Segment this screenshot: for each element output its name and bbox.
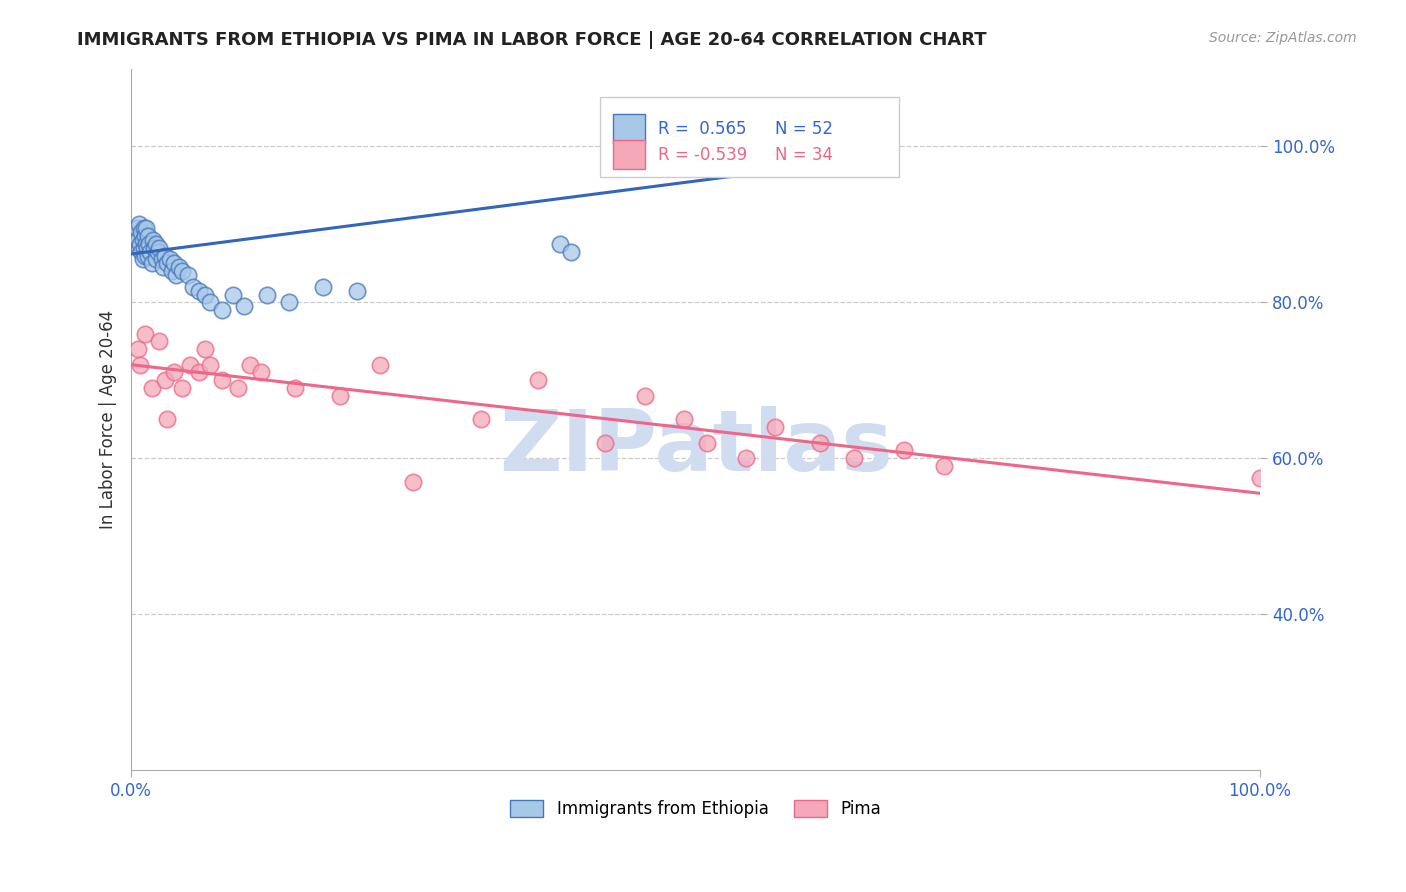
- Point: [156, 412, 179, 426]
- Point: [148, 241, 170, 255]
- Point: [595, 435, 617, 450]
- Point: [127, 342, 149, 356]
- Point: [131, 225, 153, 239]
- Point: [696, 435, 718, 450]
- Point: [256, 287, 278, 301]
- Point: [188, 284, 211, 298]
- Text: N = 52: N = 52: [775, 120, 832, 138]
- Point: [136, 241, 159, 255]
- Point: [735, 451, 758, 466]
- Point: [131, 233, 153, 247]
- Text: Source: ZipAtlas.com: Source: ZipAtlas.com: [1209, 31, 1357, 45]
- Point: [176, 268, 198, 282]
- Point: [167, 260, 190, 275]
- Point: [183, 279, 205, 293]
- Point: [141, 256, 163, 270]
- Point: [200, 295, 222, 310]
- Point: [163, 256, 186, 270]
- Point: [194, 287, 217, 301]
- Point: [128, 218, 150, 232]
- Point: [329, 389, 352, 403]
- Point: [312, 279, 335, 293]
- Point: [233, 299, 256, 313]
- Point: [148, 334, 170, 349]
- Point: [673, 412, 696, 426]
- Point: [763, 420, 786, 434]
- Point: [163, 366, 186, 380]
- Y-axis label: In Labor Force | Age 20-64: In Labor Force | Age 20-64: [100, 310, 117, 529]
- Point: [127, 233, 149, 247]
- Point: [134, 229, 156, 244]
- Point: [200, 358, 222, 372]
- Point: [150, 252, 173, 267]
- Point: [145, 252, 167, 267]
- Point: [128, 241, 150, 255]
- Point: [132, 221, 155, 235]
- Point: [170, 381, 193, 395]
- Point: [152, 260, 174, 275]
- Point: [165, 268, 187, 282]
- Text: ZIPatlas: ZIPatlas: [499, 406, 893, 489]
- Point: [188, 366, 211, 380]
- Point: [893, 443, 915, 458]
- Point: [194, 342, 217, 356]
- FancyBboxPatch shape: [600, 96, 898, 178]
- Text: R = -0.539: R = -0.539: [658, 145, 748, 163]
- Point: [239, 358, 262, 372]
- Bar: [613, 114, 645, 144]
- Point: [211, 373, 233, 387]
- Point: [142, 241, 165, 255]
- Point: [470, 412, 492, 426]
- Point: [142, 233, 165, 247]
- Point: [808, 435, 831, 450]
- Point: [134, 326, 156, 341]
- Point: [139, 244, 162, 259]
- Point: [346, 284, 368, 298]
- Point: [278, 295, 301, 310]
- Point: [125, 229, 148, 244]
- Text: IMMIGRANTS FROM ETHIOPIA VS PIMA IN LABOR FORCE | AGE 20-64 CORRELATION CHART: IMMIGRANTS FROM ETHIOPIA VS PIMA IN LABO…: [77, 31, 987, 49]
- Point: [179, 358, 201, 372]
- Point: [153, 249, 176, 263]
- Bar: [613, 140, 645, 169]
- Point: [125, 221, 148, 235]
- Legend: Immigrants from Ethiopia, Pima: Immigrants from Ethiopia, Pima: [503, 793, 887, 825]
- Point: [160, 264, 183, 278]
- Point: [211, 303, 233, 318]
- Point: [135, 221, 157, 235]
- Point: [134, 249, 156, 263]
- Point: [634, 389, 657, 403]
- Point: [135, 236, 157, 251]
- Point: [228, 381, 250, 395]
- Point: [250, 366, 273, 380]
- Point: [284, 381, 307, 395]
- Point: [136, 249, 159, 263]
- Point: [145, 236, 167, 251]
- Point: [842, 451, 865, 466]
- Point: [138, 236, 160, 251]
- Text: N = 34: N = 34: [775, 145, 832, 163]
- Point: [1249, 471, 1271, 485]
- Point: [932, 458, 955, 473]
- Point: [148, 244, 170, 259]
- Point: [548, 236, 571, 251]
- Point: [132, 241, 155, 255]
- Point: [129, 236, 152, 251]
- Point: [560, 244, 582, 259]
- Point: [141, 381, 163, 395]
- Point: [159, 252, 181, 267]
- Point: [526, 373, 548, 387]
- Point: [156, 256, 179, 270]
- Point: [222, 287, 245, 301]
- Point: [402, 475, 425, 489]
- Point: [131, 244, 153, 259]
- Point: [131, 252, 153, 267]
- Point: [170, 264, 193, 278]
- Point: [129, 358, 152, 372]
- Point: [368, 358, 391, 372]
- Point: [136, 229, 159, 244]
- Text: R =  0.565: R = 0.565: [658, 120, 747, 138]
- Point: [153, 373, 176, 387]
